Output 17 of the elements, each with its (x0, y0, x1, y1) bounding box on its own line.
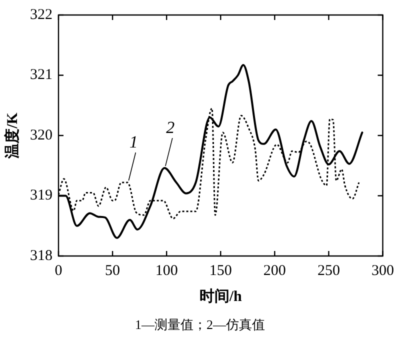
annotation: 1 (129, 132, 138, 152)
x-tick-label: 100 (155, 262, 178, 279)
x-tick-label: 200 (263, 262, 286, 279)
y-tick-label: 322 (30, 6, 52, 23)
x-tick-label: 0 (54, 262, 62, 279)
x-axis-title: 时间/h (199, 288, 243, 305)
y-tick-label: 318 (30, 248, 52, 264)
x-tick-label: 300 (372, 262, 394, 279)
x-tick-label: 150 (209, 262, 232, 279)
y-tick-label: 320 (30, 127, 52, 144)
y-tick-label: 319 (30, 188, 52, 204)
x-tick-label: 250 (317, 262, 340, 279)
y-axis-title: 温度/K (2, 112, 21, 160)
text: 1—测量值；2—仿真值 (134, 316, 266, 334)
annotation: 2 (166, 118, 176, 138)
y-tick-label: 321 (30, 67, 52, 84)
x-tick-label: 50 (105, 262, 120, 279)
